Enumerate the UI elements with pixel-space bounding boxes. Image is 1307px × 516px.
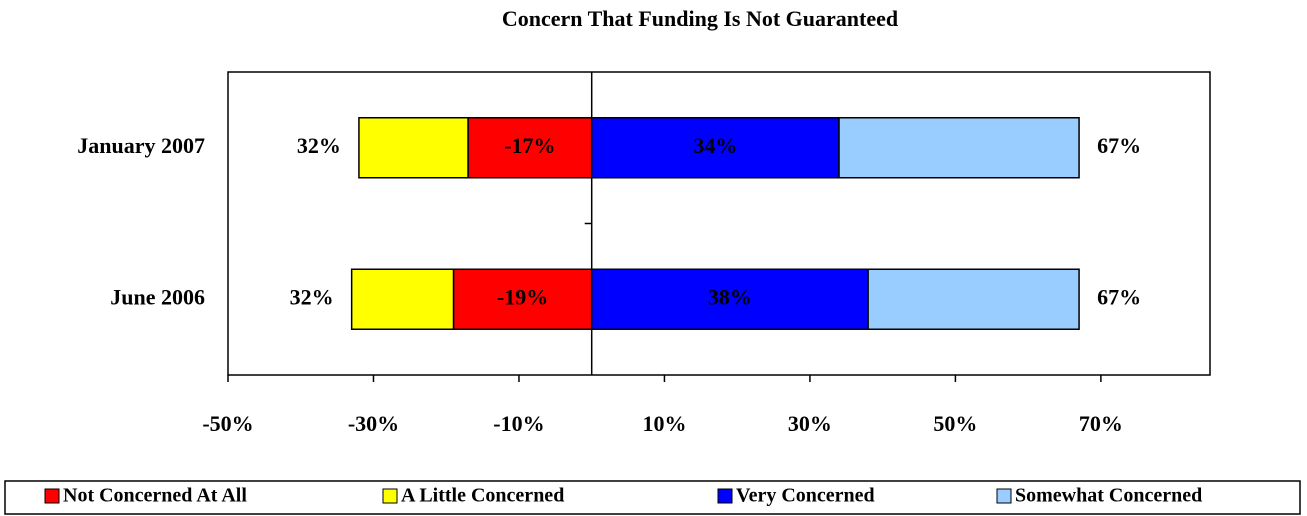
bar-segment (350, 268, 455, 330)
bar-segment (358, 117, 469, 179)
total-label: 67% (1097, 284, 1141, 309)
x-tick-label: 50% (933, 411, 977, 436)
chart-title: Concern That Funding Is Not Guaranteed (502, 6, 898, 31)
legend-swatch (382, 488, 398, 504)
legend-label: A Little Concerned (401, 485, 564, 507)
total-label: 32% (297, 133, 341, 158)
legend-label: Not Concerned At All (63, 485, 247, 507)
x-tick-label: 10% (642, 411, 686, 436)
bar-segment (467, 117, 593, 179)
total-label: 67% (1097, 133, 1141, 158)
legend-label: Somewhat Concerned (1015, 485, 1202, 507)
bar-segment (590, 117, 840, 179)
bar-segment (590, 268, 869, 330)
bar-segment (867, 268, 1080, 330)
data-label: 34% (693, 133, 737, 158)
y-tick-label: January 2007 (77, 133, 205, 158)
legend-label: Very Concerned (736, 485, 875, 507)
x-tick-label: 30% (788, 411, 832, 436)
data-label: -19% (497, 284, 548, 309)
x-tick-label: -10% (493, 411, 544, 436)
legend-swatch (717, 488, 733, 504)
legend-swatch (44, 488, 60, 504)
plot-frame (227, 71, 1211, 376)
total-label: 32% (290, 284, 334, 309)
x-tick-label: -30% (348, 411, 399, 436)
x-tick-label: 70% (1079, 411, 1123, 436)
legend-frame (4, 480, 1301, 515)
data-label: 38% (708, 284, 752, 309)
y-tick-label: June 2006 (110, 284, 205, 309)
bar-segment (838, 117, 1080, 179)
data-label: -17% (504, 133, 555, 158)
x-tick-label: -50% (202, 411, 253, 436)
legend-swatch (996, 488, 1012, 504)
bar-segment (452, 268, 593, 330)
